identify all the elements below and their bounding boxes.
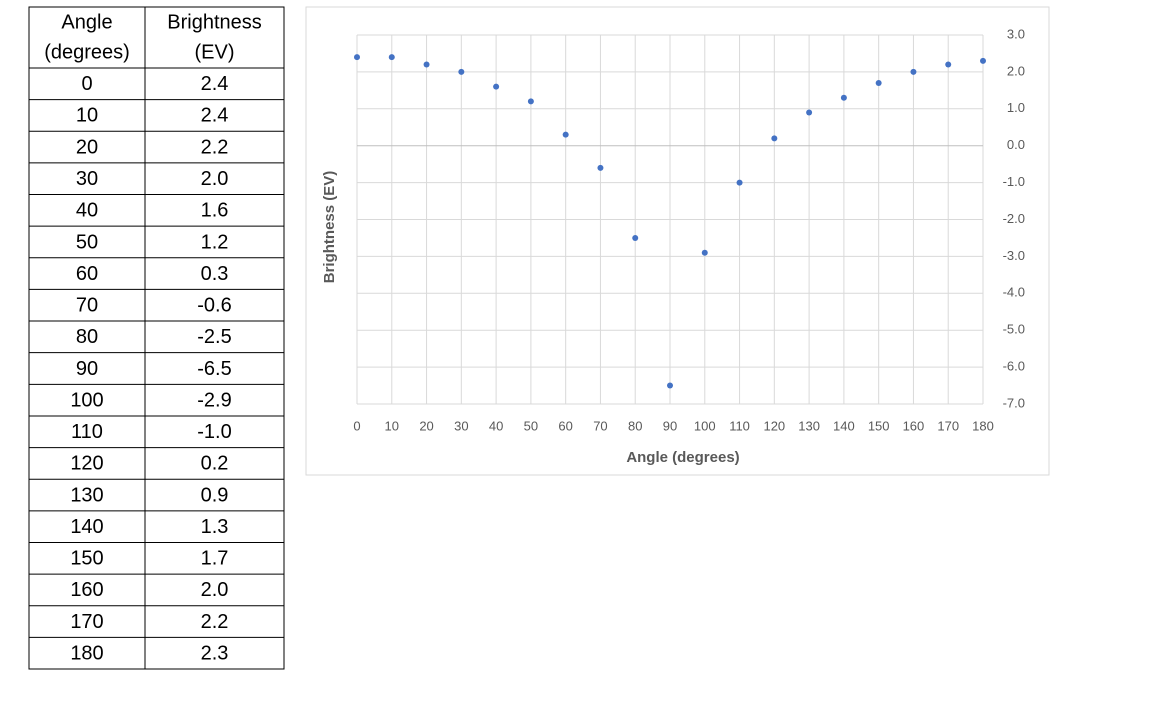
point xyxy=(458,68,465,75)
point xyxy=(632,234,639,241)
x-tick-label: 170 xyxy=(937,418,959,433)
table-cell: 1.3 xyxy=(201,516,229,538)
table-cell: 70 xyxy=(76,295,98,317)
table-cell: 60 xyxy=(76,263,98,285)
point xyxy=(562,131,569,138)
x-tick-label: 70 xyxy=(593,418,607,433)
x-tick-label: 10 xyxy=(385,418,399,433)
point xyxy=(840,94,847,101)
x-tick-label: 160 xyxy=(903,418,925,433)
x-tick-label: 90 xyxy=(663,418,677,433)
table-cell: 0.2 xyxy=(201,453,229,475)
x-tick-label: 30 xyxy=(454,418,468,433)
y-tick-label: -5.0 xyxy=(1003,322,1025,337)
table-cell: 30 xyxy=(76,168,98,190)
table-header: (degrees) xyxy=(44,41,130,63)
table-cell: 90 xyxy=(76,358,98,380)
table-cell: 1.6 xyxy=(201,200,229,222)
x-tick-label: 150 xyxy=(868,418,890,433)
table-border xyxy=(28,6,285,670)
x-tick-label: 60 xyxy=(558,418,572,433)
y-tick-label: 2.0 xyxy=(1007,63,1025,78)
table-cell: 1.2 xyxy=(201,231,229,253)
table-cell: 130 xyxy=(70,484,103,506)
y-tick-label: -1.0 xyxy=(1003,174,1025,189)
table-cell: 0.9 xyxy=(201,484,229,506)
point xyxy=(701,249,708,256)
table-header: (EV) xyxy=(195,41,235,63)
table-cell: 2.2 xyxy=(201,611,229,633)
x-axis-title: Angle (degrees) xyxy=(626,449,739,466)
point xyxy=(736,179,743,186)
table-cell: -0.6 xyxy=(197,295,231,317)
y-tick-label: -2.0 xyxy=(1003,211,1025,226)
point xyxy=(388,54,395,61)
table-cell: -2.9 xyxy=(197,389,231,411)
point xyxy=(771,135,778,142)
point xyxy=(354,54,360,61)
y-tick-label: -3.0 xyxy=(1003,248,1025,263)
table-cell: 2.2 xyxy=(201,136,229,158)
table-header: Angle xyxy=(61,11,112,33)
y-tick-label: -6.0 xyxy=(1003,359,1025,374)
x-tick-label: 130 xyxy=(798,418,820,433)
table-cell: -1.0 xyxy=(197,421,231,443)
y-axis-title: Brightness (EV) xyxy=(321,171,338,284)
point xyxy=(527,98,534,105)
point xyxy=(875,79,882,86)
y-tick-label: 3.0 xyxy=(1007,26,1025,41)
y-tick-label: 1.0 xyxy=(1007,100,1025,115)
table-cell: 40 xyxy=(76,200,98,222)
point xyxy=(945,61,952,68)
table-cell: 2.3 xyxy=(201,642,229,664)
table-cell: 140 xyxy=(70,516,103,538)
table-cell: 0.3 xyxy=(201,263,229,285)
point xyxy=(597,164,604,171)
table-cell: -6.5 xyxy=(197,358,231,380)
x-tick-label: 140 xyxy=(833,418,855,433)
point xyxy=(980,57,986,64)
x-tick-label: 120 xyxy=(763,418,785,433)
table-cell: 2.0 xyxy=(201,579,229,601)
table-cell: 2.4 xyxy=(201,73,229,95)
point xyxy=(423,61,430,68)
x-tick-label: 20 xyxy=(419,418,433,433)
table-cell: 170 xyxy=(70,611,103,633)
table-cell: 2.0 xyxy=(201,168,229,190)
table-cell: 50 xyxy=(76,231,98,253)
chart-frame xyxy=(305,6,1050,476)
x-tick-label: 180 xyxy=(972,418,994,433)
table-cell: 10 xyxy=(76,105,98,127)
point xyxy=(667,382,673,389)
table-cell: 150 xyxy=(70,548,103,570)
table-cell: 100 xyxy=(70,389,103,411)
table-cell: 20 xyxy=(76,136,98,158)
table-cell: 160 xyxy=(70,579,103,601)
table-cell: 80 xyxy=(76,326,98,348)
point xyxy=(910,68,917,75)
x-tick-label: 110 xyxy=(729,418,750,433)
x-tick-label: 0 xyxy=(353,418,360,433)
table-header: Brightness xyxy=(167,11,262,33)
y-tick-label: 0.0 xyxy=(1007,137,1025,152)
table-cell: -2.5 xyxy=(197,326,231,348)
table-cell: 2.4 xyxy=(201,105,229,127)
point xyxy=(493,83,500,90)
x-tick-label: 80 xyxy=(628,418,642,433)
table-cell: 120 xyxy=(70,453,103,475)
y-tick-label: -7.0 xyxy=(1003,395,1025,410)
table-cell: 1.7 xyxy=(201,548,229,570)
table-cell: 110 xyxy=(71,421,103,443)
y-tick-label: -4.0 xyxy=(1003,285,1025,300)
table-cell: 0 xyxy=(81,73,92,95)
table-cell: 180 xyxy=(70,642,103,664)
point xyxy=(806,109,813,116)
x-tick-label: 50 xyxy=(524,418,538,433)
x-tick-label: 40 xyxy=(489,418,503,433)
x-tick-label: 100 xyxy=(694,418,716,433)
